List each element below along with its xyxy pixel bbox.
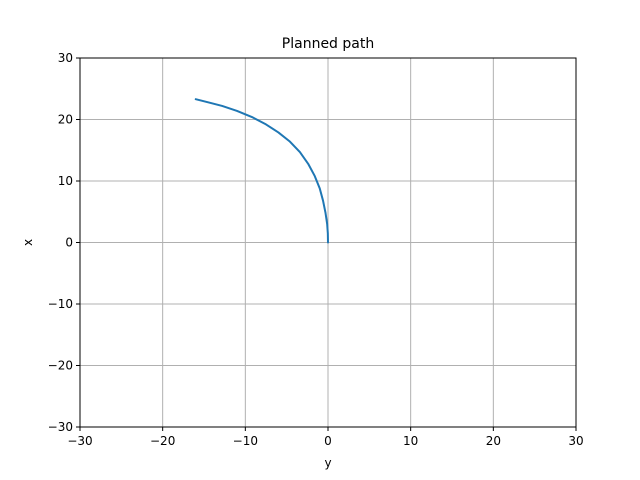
y-tick-label: 20 [58, 113, 73, 127]
x-tick-label: −10 [233, 434, 258, 448]
y-axis-label: x [21, 239, 35, 246]
y-tick-label: 10 [58, 174, 73, 188]
planned-path-line [194, 98, 329, 244]
x-tick-label: 20 [486, 434, 501, 448]
y-tick-label: 0 [65, 236, 73, 250]
series-layer [194, 98, 329, 244]
x-tick-label: −20 [150, 434, 175, 448]
x-tick-label: 0 [324, 434, 332, 448]
x-tick-label: 30 [568, 434, 583, 448]
x-tick-label: 10 [403, 434, 418, 448]
x-axis-label: y [324, 456, 331, 470]
axis-ticks: −30 −20 −10 0 10 20 30 −30 −20 −10 0 10 20 30 [48, 51, 584, 448]
chart-title: Planned path [282, 36, 374, 52]
y-tick-label: −20 [48, 359, 73, 373]
y-tick-label: 30 [58, 51, 73, 65]
x-tick-label: −30 [67, 434, 92, 448]
y-tick-label: −10 [48, 297, 73, 311]
y-tick-label: −30 [48, 420, 73, 434]
